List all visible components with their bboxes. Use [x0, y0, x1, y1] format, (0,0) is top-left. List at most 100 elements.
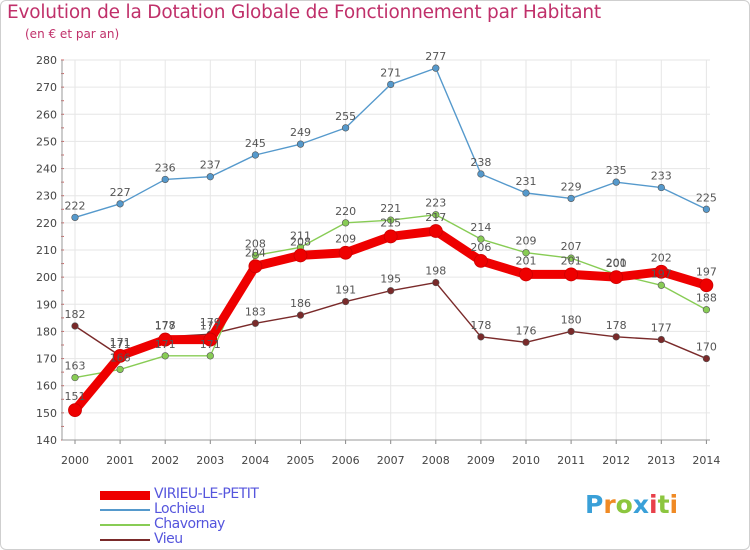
- data-label-vieu: 178: [606, 319, 627, 332]
- y-tick-label: 200: [36, 271, 57, 284]
- data-label-virieu-le-petit: 200: [606, 257, 627, 270]
- data-label-virieu-le-petit: 171: [110, 336, 131, 349]
- data-label-chavornay: 188: [696, 292, 717, 305]
- data-point-lochieu: [161, 175, 169, 184]
- data-point-virieu-le-petit: [383, 229, 398, 244]
- data-label-virieu-le-petit: 208: [290, 235, 311, 248]
- x-tick-label: 2014: [692, 454, 720, 467]
- data-label-lochieu: 236: [155, 161, 176, 174]
- data-label-vieu: 171: [110, 338, 131, 351]
- data-label-virieu-le-petit: 201: [516, 254, 537, 267]
- y-tick-label: 140: [36, 434, 57, 447]
- chart-subtitle: (en € et par an): [25, 27, 120, 41]
- data-point-chavornay: [432, 211, 440, 219]
- x-tick-label: 2006: [332, 454, 360, 467]
- data-label-chavornay: 207: [561, 240, 582, 253]
- logo-letter: i: [669, 490, 679, 519]
- legend-label-lochieu: Lochieu: [154, 501, 205, 517]
- x-tick-label: 2008: [422, 454, 450, 467]
- x-tick-label: 2003: [196, 454, 224, 467]
- data-label-lochieu: 255: [335, 110, 356, 123]
- data-point-vieu: [567, 327, 575, 336]
- data-label-vieu: 178: [155, 319, 176, 332]
- data-label-virieu-le-petit: 197: [696, 265, 717, 278]
- data-label-lochieu: 233: [651, 170, 672, 183]
- x-tick-label: 2012: [602, 454, 630, 467]
- logo-letter: i: [649, 490, 658, 519]
- legend-label-chavornay: Chavornay: [154, 516, 225, 532]
- data-point-lochieu: [206, 173, 214, 181]
- data-point-virieu-le-petit: [203, 332, 218, 347]
- data-point-vieu: [477, 333, 485, 341]
- data-label-virieu-le-petit: 215: [380, 216, 401, 229]
- data-point-lochieu: [116, 200, 124, 208]
- data-label-chavornay: 171: [155, 338, 176, 351]
- data-label-chavornay: 166: [110, 351, 131, 364]
- chart-title: Evolution de la Dotation Globale de Fonc…: [7, 2, 601, 23]
- data-point-virieu-le-petit: [338, 245, 353, 260]
- data-label-virieu-le-petit: 201: [561, 254, 582, 267]
- data-point-virieu-le-petit: [699, 278, 714, 293]
- data-point-virieu-le-petit: [473, 253, 488, 268]
- legend-swatch-lochieu: [100, 509, 150, 511]
- data-point-lochieu: [702, 205, 711, 213]
- data-point-virieu-le-petit: [519, 267, 533, 282]
- legend-swatch-chavornay: [100, 524, 150, 526]
- data-point-virieu-le-petit: [113, 348, 127, 363]
- data-label-chavornay: 171: [200, 338, 221, 351]
- data-label-vieu: 186: [290, 297, 311, 310]
- data-point-lochieu: [296, 140, 305, 148]
- logo-letter: P: [585, 490, 604, 519]
- data-label-chavornay: 197: [651, 267, 672, 280]
- legend-label-vieu: Vieu: [154, 531, 183, 547]
- y-tick-label: 170: [36, 353, 57, 366]
- data-point-lochieu: [657, 183, 665, 192]
- data-label-chavornay: 220: [335, 205, 356, 218]
- data-point-chavornay: [477, 235, 485, 243]
- data-label-vieu: 178: [470, 319, 491, 332]
- data-label-vieu: 170: [696, 341, 717, 354]
- data-point-chavornay: [342, 219, 350, 227]
- data-point-vieu: [432, 278, 440, 287]
- y-tick-label: 220: [36, 217, 57, 230]
- x-tick-label: 2007: [377, 454, 405, 467]
- data-point-lochieu: [522, 189, 530, 197]
- logo-letter: o: [615, 490, 633, 519]
- data-label-vieu: 183: [245, 305, 266, 318]
- data-point-chavornay: [567, 254, 575, 262]
- x-tick-label: 2002: [151, 454, 179, 467]
- data-point-lochieu: [432, 64, 440, 72]
- data-label-vieu: 180: [561, 313, 582, 326]
- data-label-vieu: 177: [651, 322, 672, 335]
- data-label-lochieu: 277: [425, 50, 446, 63]
- data-point-chavornay: [657, 281, 665, 289]
- data-label-vieu: 182: [65, 308, 86, 321]
- y-tick-label: 280: [36, 54, 57, 67]
- logo-letter: x: [632, 490, 649, 519]
- data-label-virieu-le-petit: 204: [245, 246, 266, 259]
- data-label-lochieu: 245: [245, 137, 266, 150]
- data-point-lochieu: [477, 170, 485, 178]
- data-point-virieu-le-petit: [158, 332, 173, 347]
- data-label-lochieu: 271: [380, 66, 401, 79]
- data-point-vieu: [251, 319, 259, 327]
- data-label-lochieu: 231: [516, 175, 537, 188]
- legend-swatch-vieu: [100, 539, 150, 541]
- data-point-chavornay: [116, 365, 124, 374]
- data-point-chavornay: [387, 216, 395, 224]
- data-point-lochieu: [567, 194, 575, 203]
- data-label-virieu-le-petit: 206: [470, 241, 491, 254]
- data-point-lochieu: [251, 151, 259, 159]
- data-point-lochieu: [342, 124, 350, 132]
- data-label-virieu-le-petit: 177: [155, 320, 176, 333]
- data-point-vieu: [71, 322, 79, 330]
- data-point-virieu-le-petit: [609, 270, 624, 285]
- data-label-chavornay: 223: [425, 197, 446, 210]
- data-label-lochieu: 238: [470, 156, 491, 169]
- data-label-virieu-le-petit: 209: [335, 233, 356, 246]
- data-label-lochieu: 222: [65, 199, 86, 212]
- y-tick-label: 270: [36, 81, 57, 94]
- data-point-lochieu: [387, 80, 395, 89]
- data-point-vieu: [702, 354, 711, 363]
